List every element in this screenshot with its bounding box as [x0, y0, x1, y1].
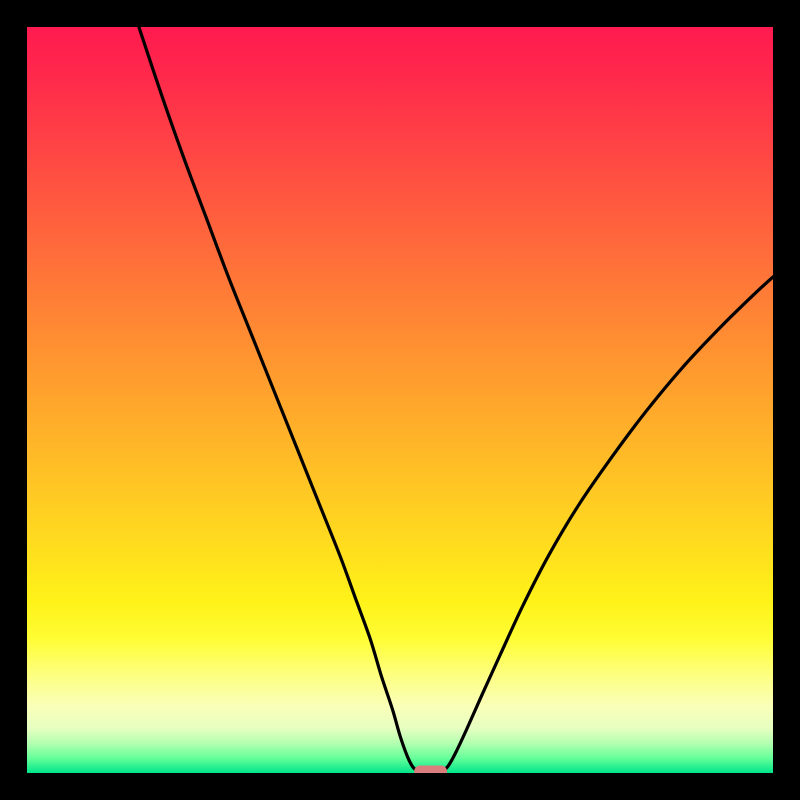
bottleneck-chart — [0, 0, 800, 800]
chart-container: TheBottleneck.com — [0, 0, 800, 800]
plot-background — [27, 27, 773, 773]
